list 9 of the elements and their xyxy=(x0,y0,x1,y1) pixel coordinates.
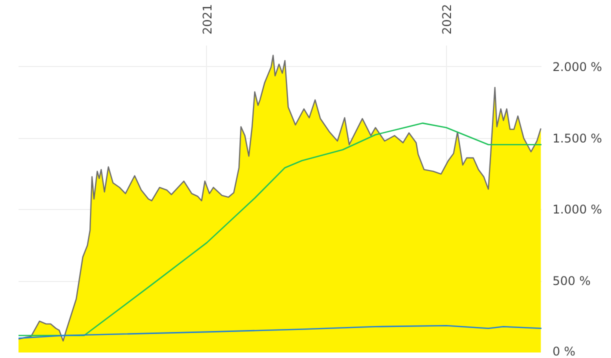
line-series xyxy=(18,325,542,339)
y-tick-label: 1.500 % xyxy=(552,131,602,146)
x-tick-label: 2022 xyxy=(440,4,454,34)
y-tick-label: 2.000 % xyxy=(552,60,602,74)
y-tick-label: 1.000 % xyxy=(552,202,602,217)
y-tick-label: 0 % xyxy=(552,344,576,358)
x-tick-label: 2021 xyxy=(200,4,214,34)
line-series xyxy=(18,122,542,336)
y-tick-label: 500 % xyxy=(552,274,591,288)
